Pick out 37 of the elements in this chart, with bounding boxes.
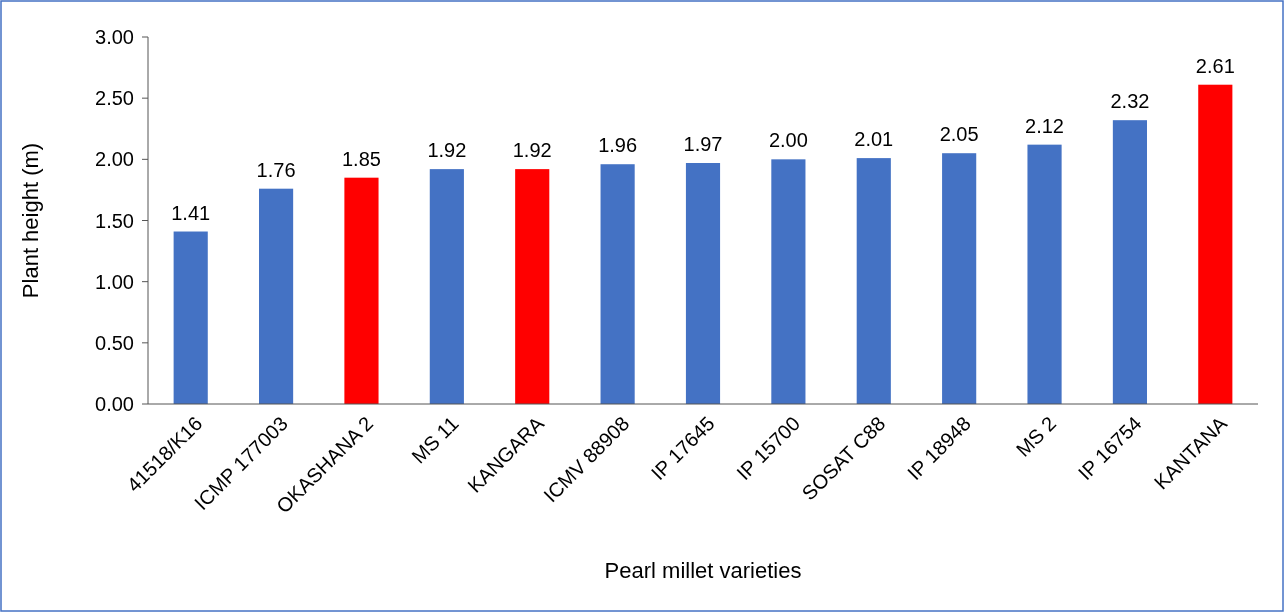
- data-label: 1.76: [256, 158, 296, 181]
- bar: [173, 231, 208, 404]
- y-tick-label: 0.00: [95, 393, 134, 415]
- bar: [259, 188, 294, 404]
- y-axis-title: Plant height (m): [18, 142, 43, 299]
- bar: [600, 164, 635, 404]
- bar: [942, 153, 977, 404]
- data-label: 1.92: [512, 139, 552, 162]
- bar: [429, 169, 464, 404]
- data-label: 1.41: [171, 201, 211, 224]
- y-tick-label: 1.50: [95, 209, 134, 232]
- x-tick-label: MS 2: [1011, 412, 1061, 461]
- data-label: 2.01: [854, 128, 894, 151]
- data-label: 2.00: [768, 129, 808, 152]
- y-tick-label: 0.50: [95, 331, 134, 354]
- y-tick-label: 2.50: [95, 87, 134, 110]
- bar: [344, 177, 379, 404]
- data-label: 2.12: [1025, 114, 1065, 137]
- bar: [1112, 120, 1147, 404]
- data-label: 1.92: [427, 139, 467, 162]
- y-tick-label: 3.00: [95, 26, 134, 48]
- y-tick-label: 2.00: [95, 148, 134, 171]
- data-label: 2.32: [1110, 90, 1150, 113]
- data-label: 1.97: [683, 133, 723, 155]
- x-axis-title: Pearl millet varieties: [604, 558, 802, 583]
- bar: [515, 169, 550, 404]
- bar: [1027, 144, 1062, 404]
- bar: [856, 158, 891, 404]
- data-label: 2.05: [939, 123, 979, 146]
- data-label: 1.85: [341, 147, 381, 170]
- data-label: 2.61: [1195, 54, 1235, 77]
- bar: [685, 163, 721, 404]
- y-tick-label: 1.00: [95, 270, 134, 293]
- x-tick-label: MS 11: [407, 412, 463, 468]
- bar: [1198, 84, 1233, 404]
- data-label: 1.96: [598, 134, 638, 157]
- bar: [771, 159, 806, 404]
